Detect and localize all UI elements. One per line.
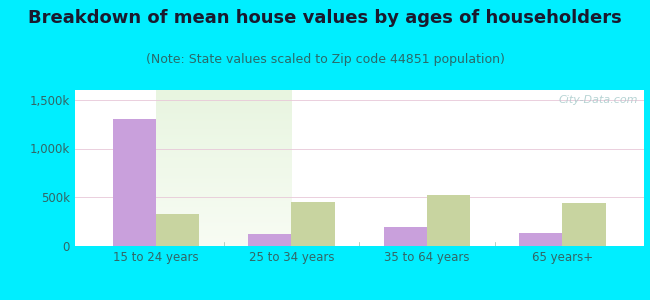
Text: City-Data.com: City-Data.com <box>558 95 638 105</box>
Bar <box>384 226 427 246</box>
Text: Breakdown of mean house values by ages of householders: Breakdown of mean house values by ages o… <box>28 9 622 27</box>
Text: (Note: State values scaled to Zip code 44851 population): (Note: State values scaled to Zip code 4… <box>146 52 504 65</box>
Bar <box>156 214 200 246</box>
Bar <box>562 203 606 246</box>
Bar <box>112 119 156 246</box>
Bar <box>427 195 470 246</box>
Bar <box>248 234 291 246</box>
Bar <box>519 233 562 246</box>
Bar <box>291 202 335 246</box>
